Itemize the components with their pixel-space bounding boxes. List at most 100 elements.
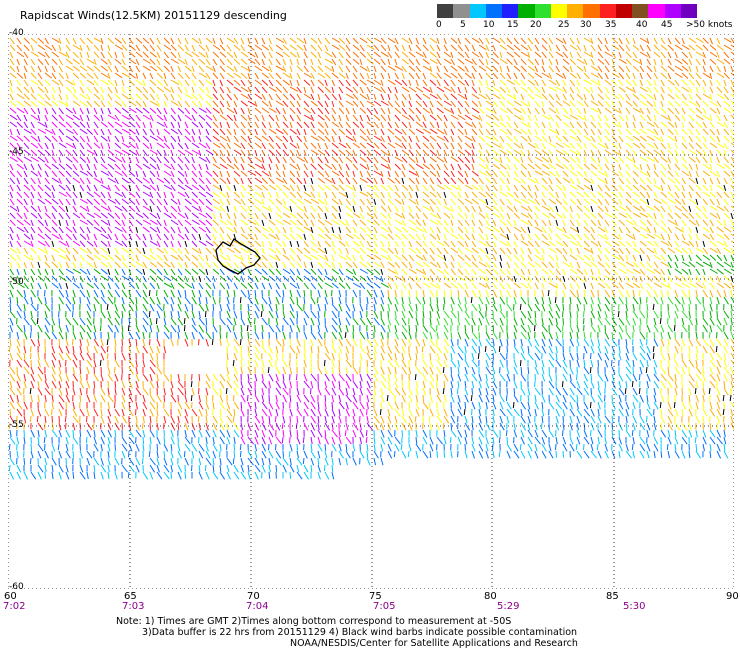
wind-barb: [429, 282, 438, 289]
wind-barb: [219, 177, 227, 184]
wind-barb: [457, 156, 464, 163]
wind-barb: [583, 261, 592, 268]
wind-barb: [555, 268, 561, 276]
wind-barb: [478, 107, 485, 115]
wind-barb: [695, 86, 699, 94]
wind-barb: [9, 107, 17, 114]
wind-barb: [324, 44, 329, 52]
wind-barb: [310, 184, 315, 192]
wind-barb: [730, 205, 734, 209]
wind-barb: [639, 289, 641, 297]
wind-barb: [72, 198, 76, 206]
wind-barb: [527, 170, 532, 178]
wind-barb: [576, 184, 585, 191]
wind-barb: [72, 128, 78, 136]
wind-barb: [184, 65, 192, 72]
wind-barb: [275, 177, 285, 183]
wind-barb: [436, 212, 442, 220]
wind-barb: [93, 177, 102, 184]
wind-barb: [443, 163, 449, 171]
wind-barb: [401, 212, 406, 220]
wind-barb: [135, 219, 143, 226]
wind-barb: [44, 191, 52, 198]
wind-barb: [275, 100, 284, 107]
wind-barb: [485, 219, 490, 227]
wind-barb: [576, 65, 584, 72]
wind-barb: [548, 247, 557, 254]
wind-barb: [625, 65, 631, 73]
wind-barb: [324, 254, 329, 262]
wind-barb: [485, 44, 490, 52]
wind-barb: [520, 44, 529, 51]
wind-barb: [44, 107, 49, 115]
wind-barb: [632, 51, 638, 59]
wind-barb: [184, 86, 188, 94]
wind-barb: [44, 184, 52, 191]
wind-barb: [338, 268, 344, 276]
wind-barb: [611, 282, 619, 289]
wind-barb: [401, 100, 406, 108]
wind-barb: [429, 254, 435, 262]
wind-barb: [702, 233, 711, 240]
wind-barb: [163, 37, 170, 44]
wind-barb: [212, 226, 218, 234]
wind-barb: [533, 324, 536, 332]
wind-barb: [534, 163, 542, 170]
wind-barb: [282, 163, 286, 171]
wind-barb: [30, 86, 35, 94]
wind-barb: [569, 331, 573, 340]
wind-barb: [422, 296, 426, 305]
wind-barb: [667, 184, 672, 192]
wind-barb: [555, 149, 564, 156]
wind-barb: [156, 37, 161, 45]
wind-barb: [660, 170, 666, 178]
wind-barb: [114, 352, 116, 360]
wind-barb: [184, 240, 188, 247]
wind-barb: [198, 65, 205, 73]
wind-barb: [135, 212, 144, 219]
wind-barb: [107, 219, 111, 227]
wind-barb: [338, 352, 341, 361]
wind-barb: [30, 163, 35, 171]
wind-barb: [709, 233, 715, 241]
wind-barb: [240, 233, 249, 240]
wind-barb: [331, 247, 337, 255]
wind-barb: [723, 212, 730, 219]
wind-barb: [51, 254, 56, 262]
wind-barb: [58, 114, 65, 122]
wind-barb: [436, 233, 441, 241]
wind-barb: [513, 107, 522, 114]
wind-barb: [401, 233, 408, 240]
wind-barb: [541, 121, 546, 129]
wind-barb: [149, 212, 158, 219]
wind-barb: [702, 317, 709, 326]
wind-barb: [555, 142, 564, 148]
wind-barb: [709, 275, 714, 283]
wind-barb: [191, 177, 198, 185]
wind-barb: [156, 254, 163, 261]
wind-barb: [492, 219, 497, 227]
wind-barb: [562, 142, 571, 149]
scale-swatch: [485, 4, 502, 18]
wind-barb: [303, 156, 309, 164]
wind-barb: [527, 93, 535, 100]
wind-barb: [135, 44, 141, 52]
wind-barb: [247, 65, 251, 72]
wind-barb: [709, 121, 715, 129]
wind-barb: [317, 79, 325, 86]
wind-barb: [177, 317, 184, 326]
wind-barb: [233, 79, 241, 86]
wind-barb: [688, 289, 691, 298]
wind-barb: [9, 142, 16, 150]
wind-barb: [499, 72, 506, 80]
wind-barb: [100, 212, 108, 219]
wind-barb: [632, 191, 641, 198]
wind-barb: [632, 275, 638, 283]
wind-barb: [345, 366, 348, 375]
wind-barb: [296, 163, 301, 171]
wind-barb: [632, 128, 641, 135]
wind-barb: [65, 100, 69, 107]
wind-barb: [16, 310, 22, 319]
wind-barb: [359, 170, 363, 178]
wind-barb: [520, 338, 523, 347]
